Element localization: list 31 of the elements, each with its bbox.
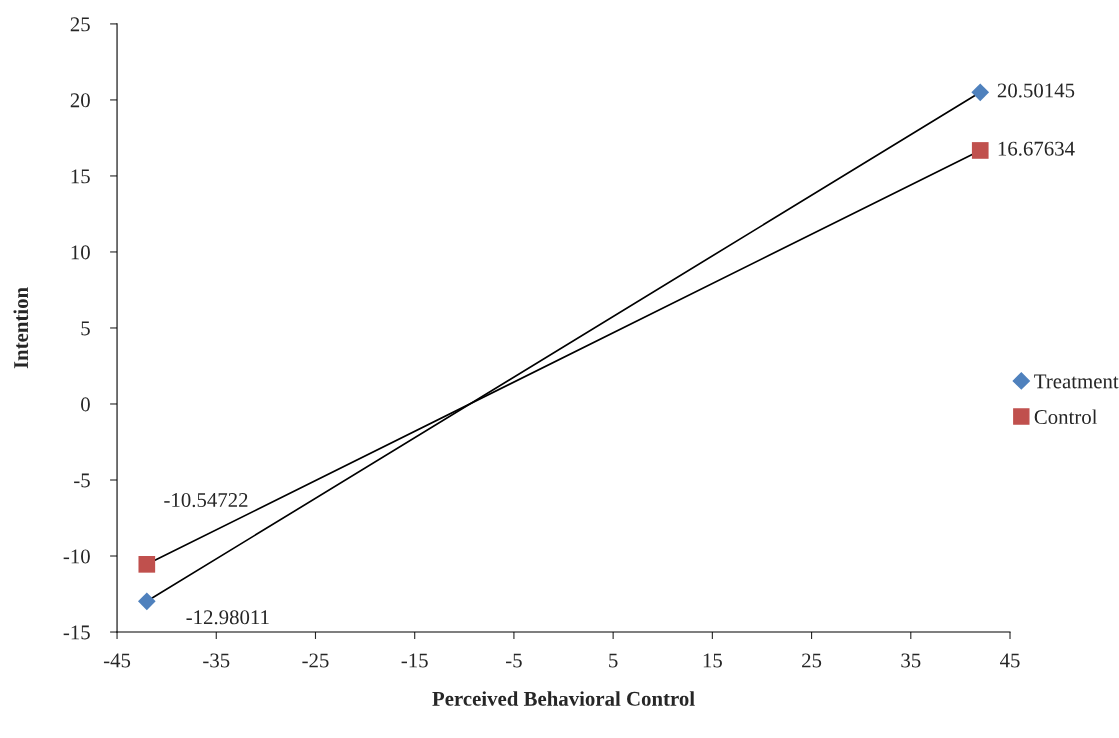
legend-label: Control (1034, 409, 1098, 425)
x-tick-label: -25 (302, 653, 329, 668)
y-axis-title: Intention (13, 287, 29, 369)
legend-label: Treatment (1034, 374, 1119, 389)
data-label: -10.54722 (164, 492, 248, 508)
y-tick-label: 15 (71, 169, 90, 184)
x-tick-label: -35 (203, 653, 230, 668)
x-tick-label: -15 (401, 653, 428, 668)
x-tick-label: -5 (506, 653, 522, 668)
point (138, 556, 156, 573)
y-tick-label: 25 (70, 17, 90, 32)
y-tick-label: -5 (74, 473, 90, 488)
x-tick-label: 35 (901, 653, 921, 668)
data-label: 20.50145 (997, 83, 1075, 98)
x-tick-label: 5 (609, 653, 618, 668)
x-tick-label: 15 (703, 653, 722, 668)
x-tick-label: -45 (103, 653, 131, 668)
point (137, 592, 156, 611)
y-tick-label: -10 (63, 549, 90, 564)
y-tick-label: 10 (71, 245, 90, 260)
point (971, 142, 989, 159)
y-tick-label: 0 (81, 397, 90, 412)
point (971, 83, 990, 102)
y-tick-label: 5 (81, 321, 90, 336)
data-label: 16.67634 (998, 141, 1075, 156)
x-tick-label: 25 (802, 653, 822, 668)
y-tick-label: 20 (70, 93, 90, 108)
x-axis-title: Perceived Behavioral Control (432, 691, 695, 706)
y-tick-label: -15 (63, 625, 90, 640)
x-tick-label: 45 (1000, 653, 1020, 668)
data-label: -12.98011 (186, 610, 269, 625)
